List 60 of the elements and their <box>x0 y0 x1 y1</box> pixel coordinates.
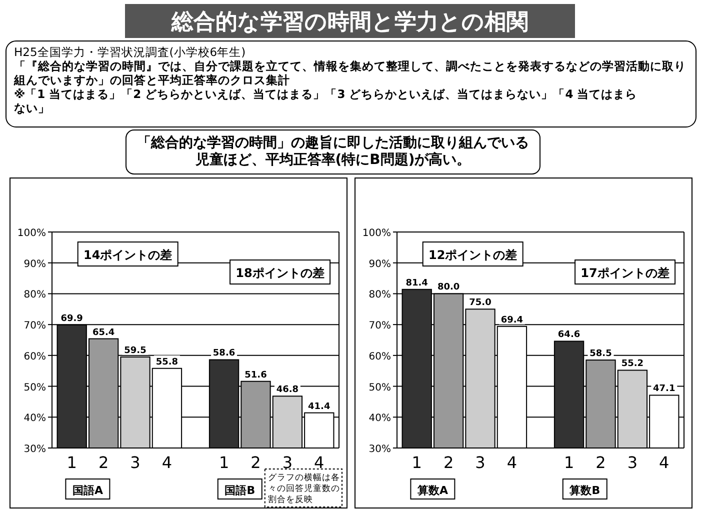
data-label: 81.4 <box>406 278 428 288</box>
x-tick-label: 2 <box>250 453 261 472</box>
y-tick-label: 70% <box>24 320 46 332</box>
data-label: 46.8 <box>276 385 299 396</box>
y-tick-label: 80% <box>368 290 391 301</box>
text: 算数B <box>568 484 600 497</box>
chart-subtitle: H25全国学力・学習状況調査(小学校6年生) 「『総合的な学習の時間』では、自分で課題を立てて、情報を集めて整理して、調べたことを発表するなどの学習活動に取り組んでいますか」の回答と平均正答率のクロス集計 ※「1 当てはまる」「2 どちらかといえば、当てはまる」「3 どちらかといえば、当てはまらない」「4 当てはまらない」 <box>13 45 686 115</box>
x-tick-label: 1 <box>218 453 230 472</box>
x-tick-label: 4 <box>162 453 172 472</box>
x-tick-label: 4 <box>506 453 518 472</box>
x-tick-label: 3 <box>282 453 293 472</box>
data-label: 80.0 <box>437 282 460 293</box>
x-tick-label: 2 <box>98 453 109 472</box>
y-tick-label: 90% <box>368 258 391 270</box>
data-label: 47.1 <box>653 384 676 394</box>
annotation: 17ポイントの差 <box>580 266 670 280</box>
annotation: 12ポイントの差 <box>428 248 518 262</box>
data-label: 58.6 <box>212 348 236 359</box>
data-label: 51.6 <box>244 370 267 380</box>
x-tick-label: 1 <box>66 453 77 472</box>
x-tick-label: 4 <box>659 453 670 472</box>
data-label: 64.6 <box>558 330 580 340</box>
data-label: 41.4 <box>308 402 330 412</box>
data-label: 55.2 <box>621 359 644 370</box>
y-tick-label: 30% <box>368 444 391 455</box>
data-label: 75.0 <box>469 298 492 308</box>
data-label: 58.5 <box>590 349 612 360</box>
y-tick-label: 60% <box>24 351 46 362</box>
x-tick-label: 4 <box>314 453 324 472</box>
x-tick-label: 1 <box>412 453 422 472</box>
annotation: 18ポイントの差 <box>236 266 324 280</box>
y-tick-label: 40% <box>24 413 46 424</box>
chart-title: 「総合的な学習の時間」の趣旨に即した活動に取り組んでいる児童ほど、平均正答率(特にB問題)が高い。 <box>137 134 529 168</box>
chart-title: 総合的な学習の時間と学力との相関 <box>170 10 528 35</box>
text: グラフの横幅は各々の回答児童数の割合を反映 <box>268 472 340 505</box>
x-tick-label: 3 <box>475 453 486 472</box>
y-tick-label: 40% <box>368 413 391 424</box>
y-tick-label: 100% <box>17 228 46 239</box>
y-tick-label: 70% <box>368 320 391 332</box>
y-tick-label: 90% <box>24 258 46 270</box>
x-tick-label: 2 <box>443 453 454 472</box>
y-tick-label: 50% <box>368 382 391 394</box>
x-tick-label: 1 <box>564 453 574 472</box>
data-label: 69.4 <box>500 315 524 326</box>
data-label: 55.8 <box>156 357 178 368</box>
data-label: 65.4 <box>92 328 115 338</box>
x-tick-label: 3 <box>627 453 638 472</box>
text: 国語B <box>224 484 256 497</box>
x-tick-label: 2 <box>596 453 606 472</box>
y-tick-label: 30% <box>24 444 46 455</box>
text: 国語A <box>72 484 104 497</box>
y-tick-label: 100% <box>362 228 391 239</box>
data-label: 59.5 <box>124 346 146 356</box>
text: 算数A <box>416 484 448 497</box>
annotation: 14ポイントの差 <box>84 248 172 262</box>
y-tick-label: 80% <box>24 290 46 301</box>
data-label: 69.9 <box>60 314 83 324</box>
y-tick-label: 60% <box>368 351 391 362</box>
x-tick-label: 3 <box>130 453 140 472</box>
y-tick-label: 50% <box>24 382 46 394</box>
